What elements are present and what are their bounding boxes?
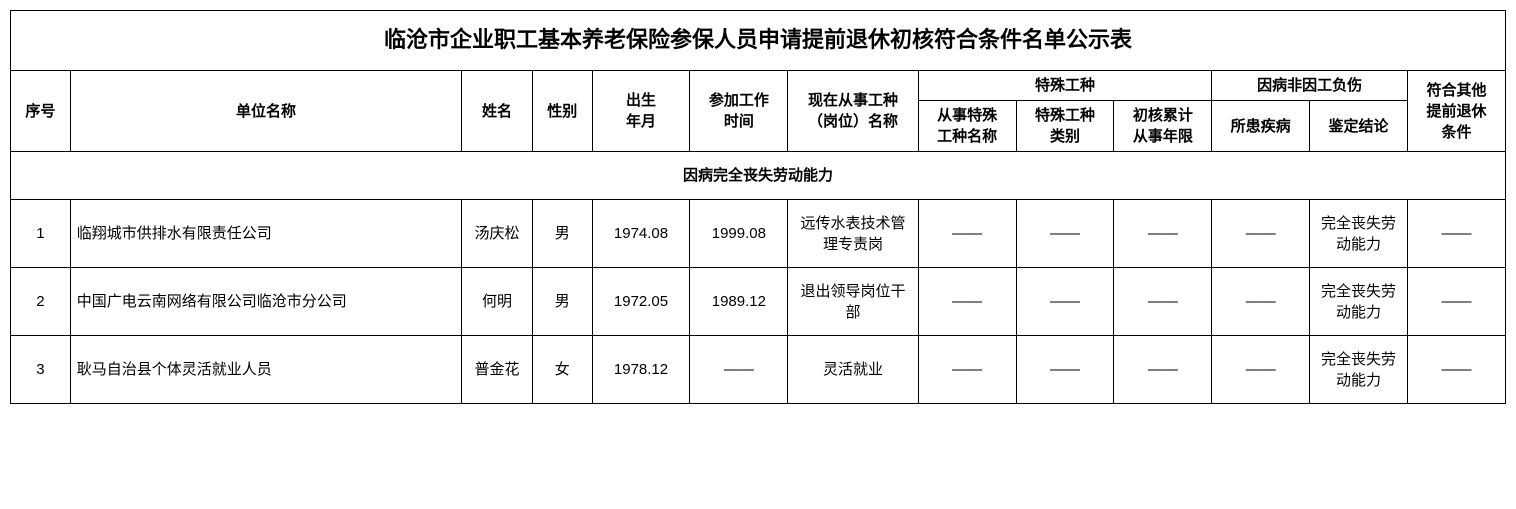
data-body: 1临翔城市供排水有限责任公司汤庆松男1974.081999.08远传水表技术管理… bbox=[11, 200, 1506, 404]
col-special-name: 从事特殊工种名称 bbox=[918, 101, 1016, 152]
cell: —— bbox=[1407, 200, 1505, 268]
cell: —— bbox=[1016, 268, 1114, 336]
col-illness-group: 因病非因工负伤 bbox=[1212, 71, 1408, 101]
cell: —— bbox=[1114, 200, 1212, 268]
cell: 1989.12 bbox=[690, 268, 788, 336]
cell: 完全丧失劳动能力 bbox=[1310, 336, 1408, 404]
col-name: 姓名 bbox=[462, 71, 533, 152]
cell: —— bbox=[918, 200, 1016, 268]
cell: 完全丧失劳动能力 bbox=[1310, 268, 1408, 336]
cell: 2 bbox=[11, 268, 71, 336]
table-title: 临沧市企业职工基本养老保险参保人员申请提前退休初核符合条件名单公示表 bbox=[11, 11, 1506, 71]
main-table: 临沧市企业职工基本养老保险参保人员申请提前退休初核符合条件名单公示表 序号 单位… bbox=[10, 10, 1506, 404]
col-position: 现在从事工种（岗位）名称 bbox=[788, 71, 918, 152]
cell: —— bbox=[1212, 268, 1310, 336]
header-row-1: 序号 单位名称 姓名 性别 出生年月 参加工作时间 现在从事工种（岗位）名称 特… bbox=[11, 71, 1506, 101]
cell: 男 bbox=[532, 268, 592, 336]
cell: 灵活就业 bbox=[788, 336, 918, 404]
table-row: 3耿马自治县个体灵活就业人员普金花女1978.12——灵活就业————————完… bbox=[11, 336, 1506, 404]
cell: 远传水表技术管理专责岗 bbox=[788, 200, 918, 268]
cell: —— bbox=[1407, 268, 1505, 336]
cell: 男 bbox=[532, 200, 592, 268]
cell: —— bbox=[1212, 200, 1310, 268]
cell: 1974.08 bbox=[592, 200, 690, 268]
col-special-group: 特殊工种 bbox=[918, 71, 1212, 101]
cell: —— bbox=[1114, 268, 1212, 336]
table-row: 1临翔城市供排水有限责任公司汤庆松男1974.081999.08远传水表技术管理… bbox=[11, 200, 1506, 268]
cell: 1978.12 bbox=[592, 336, 690, 404]
col-seq: 序号 bbox=[11, 71, 71, 152]
col-illness-name: 所患疾病 bbox=[1212, 101, 1310, 152]
cell: —— bbox=[918, 336, 1016, 404]
col-illness-result: 鉴定结论 bbox=[1310, 101, 1408, 152]
table-container: 临沧市企业职工基本养老保险参保人员申请提前退休初核符合条件名单公示表 序号 单位… bbox=[10, 10, 1506, 404]
cell: 中国广电云南网络有限公司临沧市分公司 bbox=[70, 268, 461, 336]
cell: —— bbox=[918, 268, 1016, 336]
col-special-type: 特殊工种类别 bbox=[1016, 101, 1114, 152]
col-unit: 单位名称 bbox=[70, 71, 461, 152]
section-row: 因病完全丧失劳动能力 bbox=[11, 152, 1506, 200]
cell: —— bbox=[690, 336, 788, 404]
cell: —— bbox=[1114, 336, 1212, 404]
cell: 耿马自治县个体灵活就业人员 bbox=[70, 336, 461, 404]
cell: —— bbox=[1016, 336, 1114, 404]
cell: 1972.05 bbox=[592, 268, 690, 336]
title-row: 临沧市企业职工基本养老保险参保人员申请提前退休初核符合条件名单公示表 bbox=[11, 11, 1506, 71]
col-birth: 出生年月 bbox=[592, 71, 690, 152]
section-title: 因病完全丧失劳动能力 bbox=[11, 152, 1506, 200]
cell: —— bbox=[1407, 336, 1505, 404]
cell: 1 bbox=[11, 200, 71, 268]
cell: 普金花 bbox=[462, 336, 533, 404]
cell: 完全丧失劳动能力 bbox=[1310, 200, 1408, 268]
cell: 退出领导岗位干部 bbox=[788, 268, 918, 336]
cell: —— bbox=[1212, 336, 1310, 404]
col-work-start: 参加工作时间 bbox=[690, 71, 788, 152]
cell: 1999.08 bbox=[690, 200, 788, 268]
cell: 临翔城市供排水有限责任公司 bbox=[70, 200, 461, 268]
cell: 汤庆松 bbox=[462, 200, 533, 268]
cell: 3 bbox=[11, 336, 71, 404]
col-sex: 性别 bbox=[532, 71, 592, 152]
cell: 女 bbox=[532, 336, 592, 404]
col-other: 符合其他提前退休条件 bbox=[1407, 71, 1505, 152]
col-special-years: 初核累计从事年限 bbox=[1114, 101, 1212, 152]
cell: 何明 bbox=[462, 268, 533, 336]
table-row: 2中国广电云南网络有限公司临沧市分公司何明男1972.051989.12退出领导… bbox=[11, 268, 1506, 336]
cell: —— bbox=[1016, 200, 1114, 268]
